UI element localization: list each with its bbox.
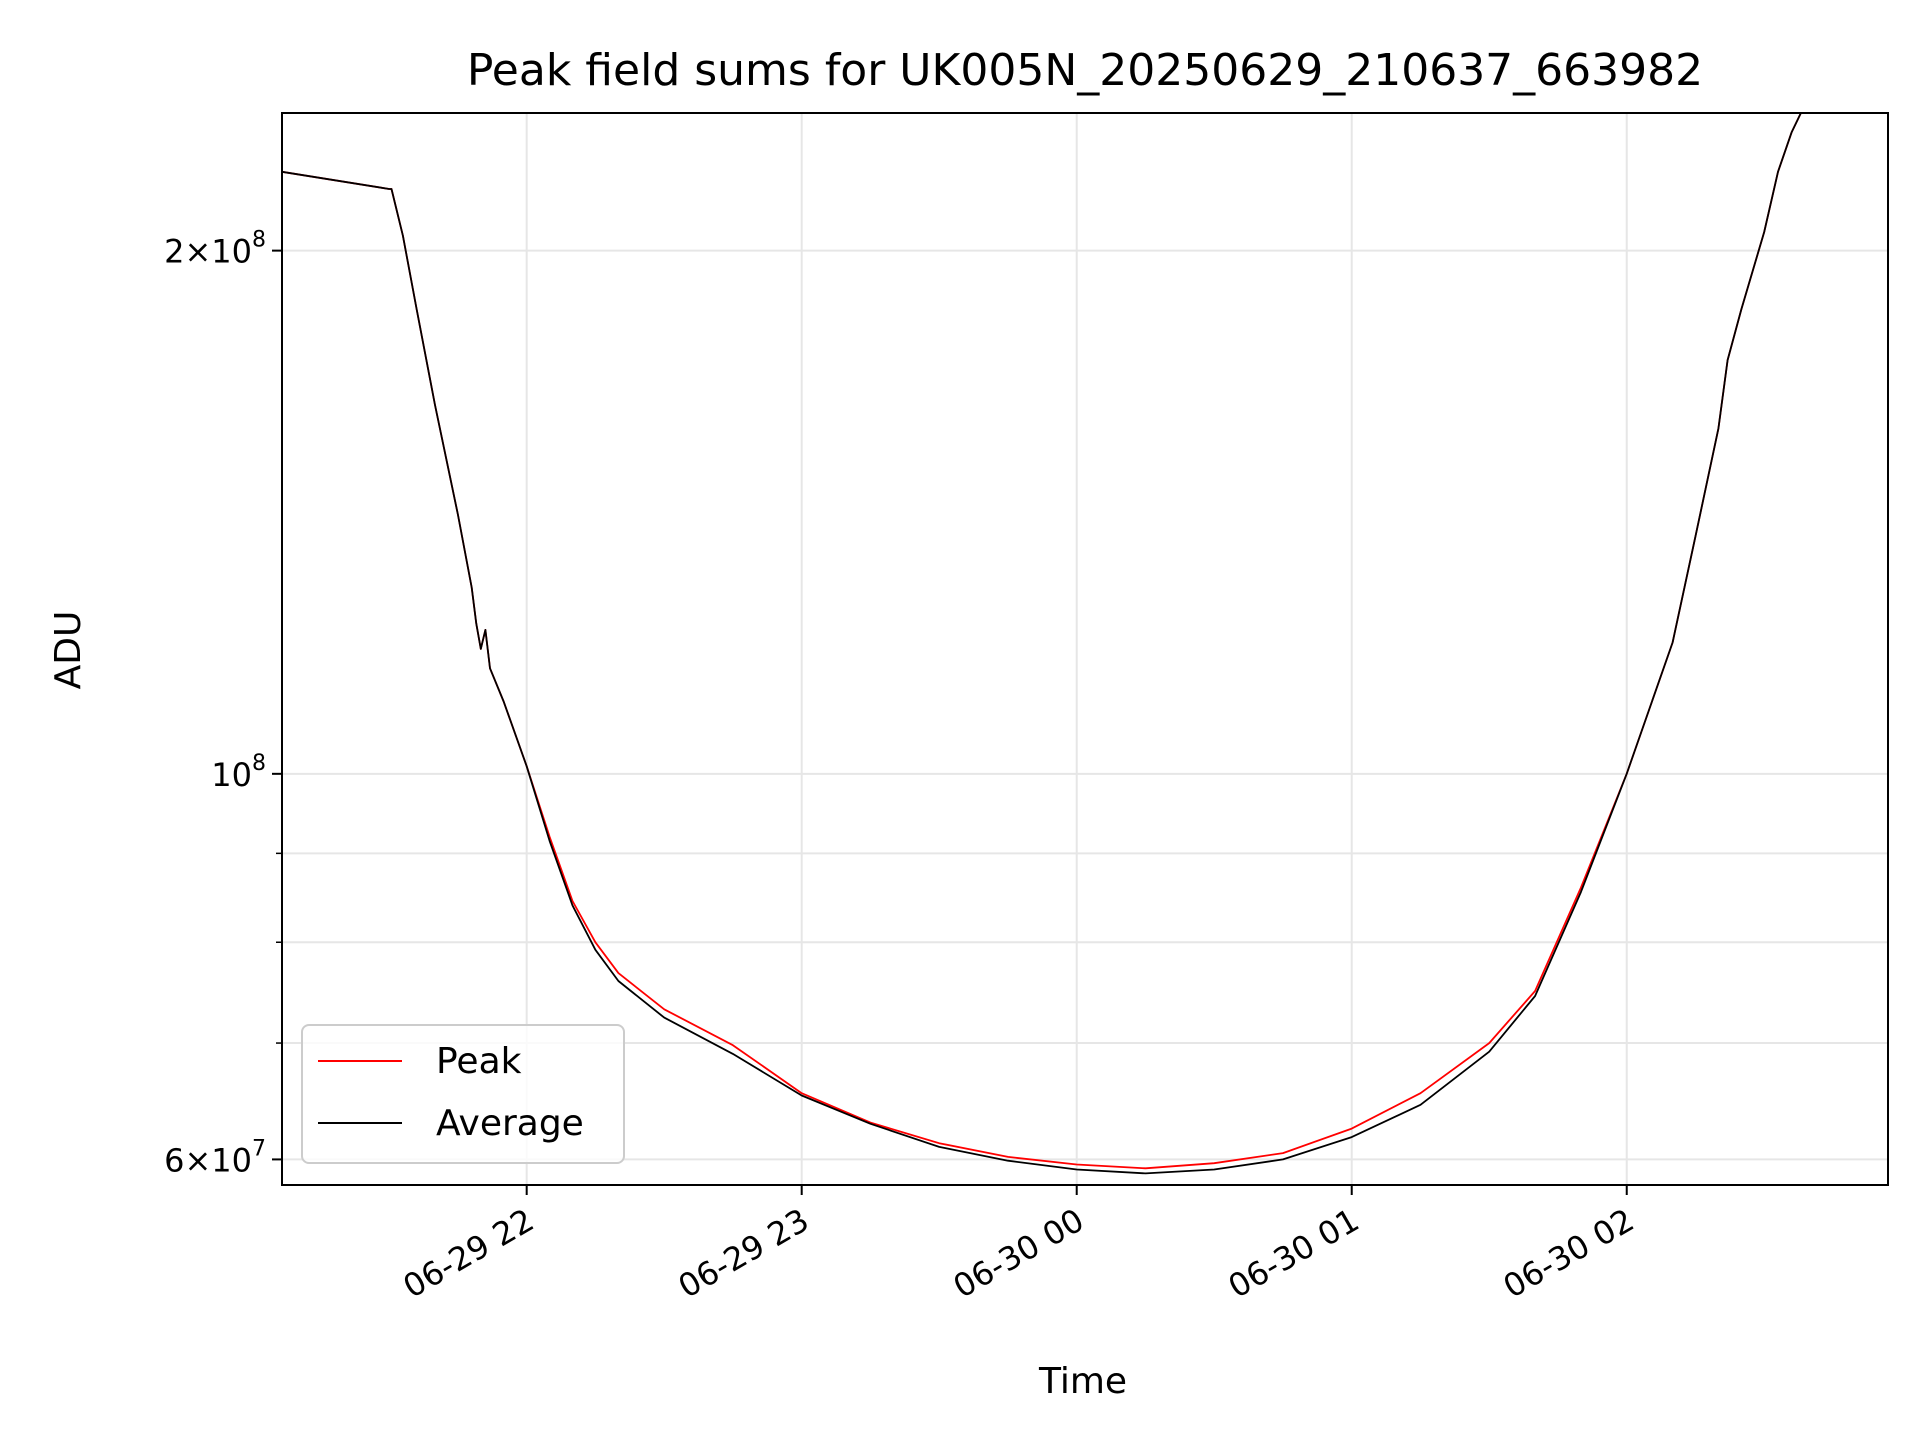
y-tick-label: 108 — [211, 751, 266, 794]
legend-label-peak: Peak — [436, 1041, 522, 1082]
legend: Peak Average — [301, 1024, 625, 1164]
y-axis-label: ADU — [48, 611, 89, 690]
series-lines — [281, 112, 1811, 1175]
y-tick-label: 2×108 — [164, 228, 266, 271]
chart-title: Peak field sums for UK005N_20250629_2106… — [467, 45, 1703, 96]
series-line-average — [281, 112, 1811, 1175]
plot-frame — [281, 112, 1889, 1186]
legend-label-average: Average — [436, 1103, 584, 1144]
y-tick-label: 6×107 — [164, 1136, 266, 1179]
legend-box — [301, 1024, 625, 1164]
x-axis-label: Time — [1038, 1361, 1127, 1402]
